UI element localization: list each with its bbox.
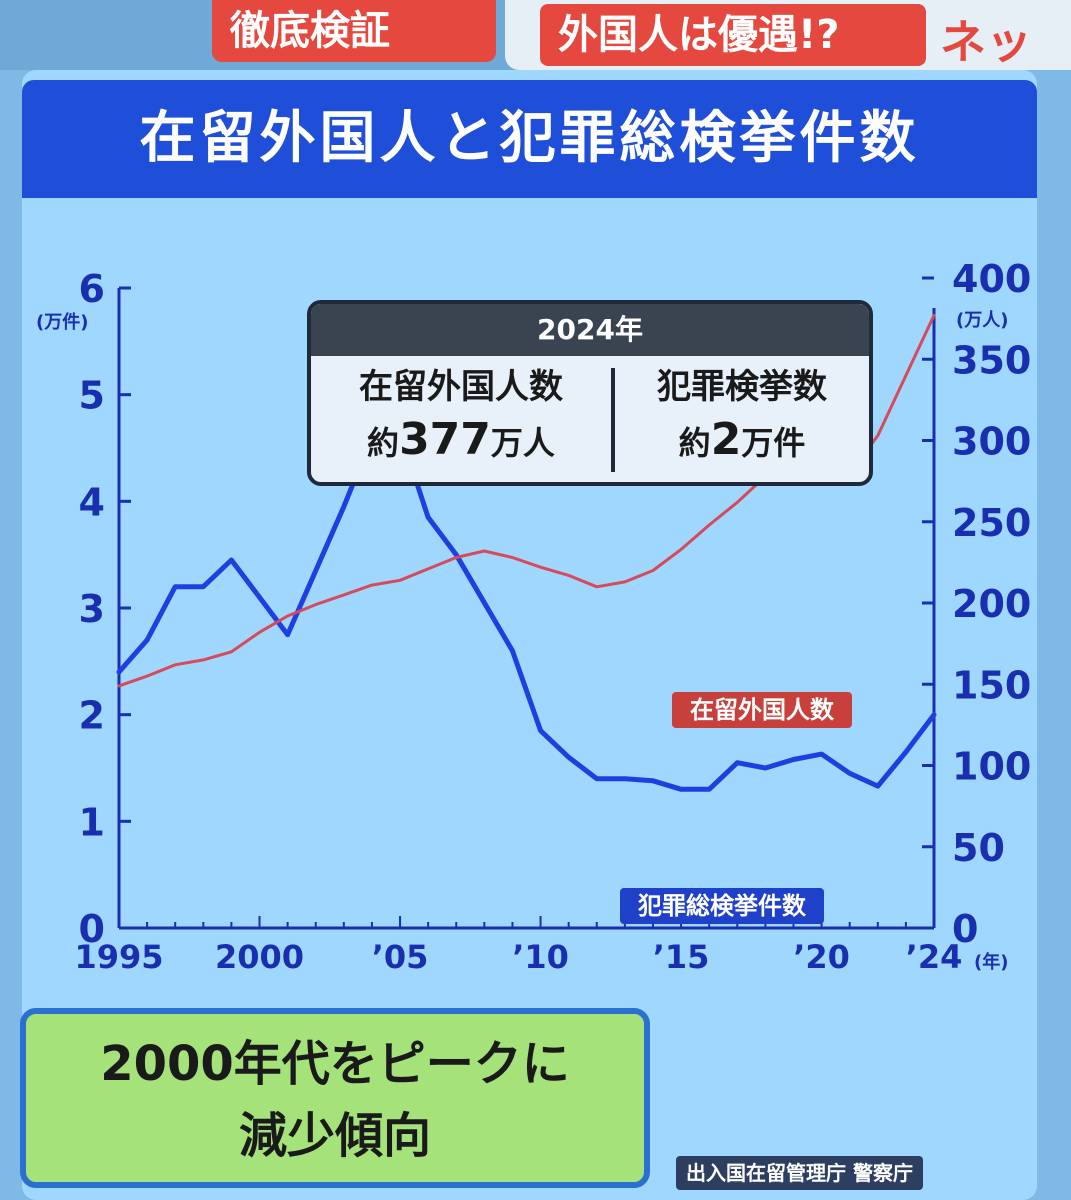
info-arrests-prefix: 約: [678, 424, 711, 462]
x-tick-label: ’05: [372, 938, 429, 976]
line-chart: 0 1 2 3 4 5 6(万件) 0 50 100 150 200 250 300 350 400 (万人) 1…: [36, 257, 1031, 976]
title-band: 在留外国人と犯罪総検挙件数: [22, 80, 1037, 198]
info-arrests-unit: 万件: [741, 424, 806, 462]
left-tick-label: 3: [79, 587, 105, 631]
series-label-arrests: 犯罪総検挙件数: [620, 888, 824, 924]
x-tick-label: ’20: [793, 938, 850, 976]
info-arrests-value: 2: [710, 414, 742, 465]
arrests-series-line: [116, 429, 937, 792]
info-arrests-value-line: 約2万件: [615, 412, 869, 471]
right-tick-label: 50: [952, 826, 1005, 870]
top-chip-verify: 徹底検証: [212, 0, 496, 62]
info-divider: [611, 368, 615, 472]
left-axis-unit: (万件): [36, 311, 88, 333]
right-tick-label: 250: [952, 501, 1031, 545]
info-foreigners-label: 在留外国人数: [359, 367, 563, 407]
source-credit: 出入国在留管理庁 警察庁: [676, 1156, 923, 1190]
info-year: 2024年: [311, 304, 869, 356]
info-arrests-label: 犯罪検挙数: [657, 367, 827, 407]
left-tick-label: 5: [79, 374, 105, 418]
right-tick-label: 100: [952, 745, 1031, 789]
x-axis-unit: (年): [974, 951, 1008, 973]
x-tick-label: ’24: [906, 938, 963, 976]
right-axis-unit: (万人): [956, 310, 1008, 331]
chart-title: 在留外国人と犯罪総検挙件数: [139, 106, 920, 171]
right-tick-label: 150: [952, 663, 1031, 707]
x-tick-label: ’10: [512, 938, 569, 976]
left-tick-label: 4: [79, 480, 105, 524]
x-tick-label: 1995: [74, 938, 163, 976]
left-tick-label: 2: [79, 694, 105, 738]
info-foreigners-prefix: 約: [367, 424, 400, 462]
info-foreigners: 在留外国人数 約377万人: [311, 362, 611, 480]
info-box-2024: 2024年 在留外国人数 約377万人 犯罪検挙数 約2万件: [307, 300, 873, 486]
right-tick-label: 200: [952, 582, 1031, 626]
callout-line1: 2000年代をピークに: [100, 1036, 570, 1092]
right-tick-label: 400: [952, 257, 1031, 301]
info-arrests: 犯罪検挙数 約2万件: [615, 362, 869, 480]
info-foreigners-value: 377: [399, 414, 491, 465]
right-tick-label: 350: [952, 338, 1031, 382]
top-bar: 徹底検証 外国人は優遇!? ネッ: [0, 0, 1071, 70]
info-foreigners-value-line: 約377万人: [311, 412, 611, 471]
info-foreigners-unit: 万人: [490, 424, 555, 462]
left-tick-label: 1: [79, 800, 105, 844]
left-tick-label: 6: [79, 267, 105, 311]
series-label-foreigners: 在留外国人数: [672, 692, 852, 728]
x-tick-label: 2000: [215, 938, 304, 976]
top-chip-question: 外国人は優遇!?: [540, 4, 926, 66]
top-chip-net: ネッ: [940, 15, 1032, 69]
callout-box: 2000年代をピークに 減少傾向: [20, 1008, 650, 1188]
callout-line2: 減少傾向: [238, 1108, 431, 1164]
x-tick-label: ’15: [653, 938, 710, 976]
chart-panel: 在留外国人と犯罪総検挙件数 0 1 2 3 4 5 6 (万件) 0 50 100 150 200 250…: [22, 70, 1037, 1200]
left-tick-label: 0: [79, 907, 105, 951]
right-tick-label: 0: [952, 907, 978, 951]
right-tick-label: 300: [952, 420, 1031, 464]
